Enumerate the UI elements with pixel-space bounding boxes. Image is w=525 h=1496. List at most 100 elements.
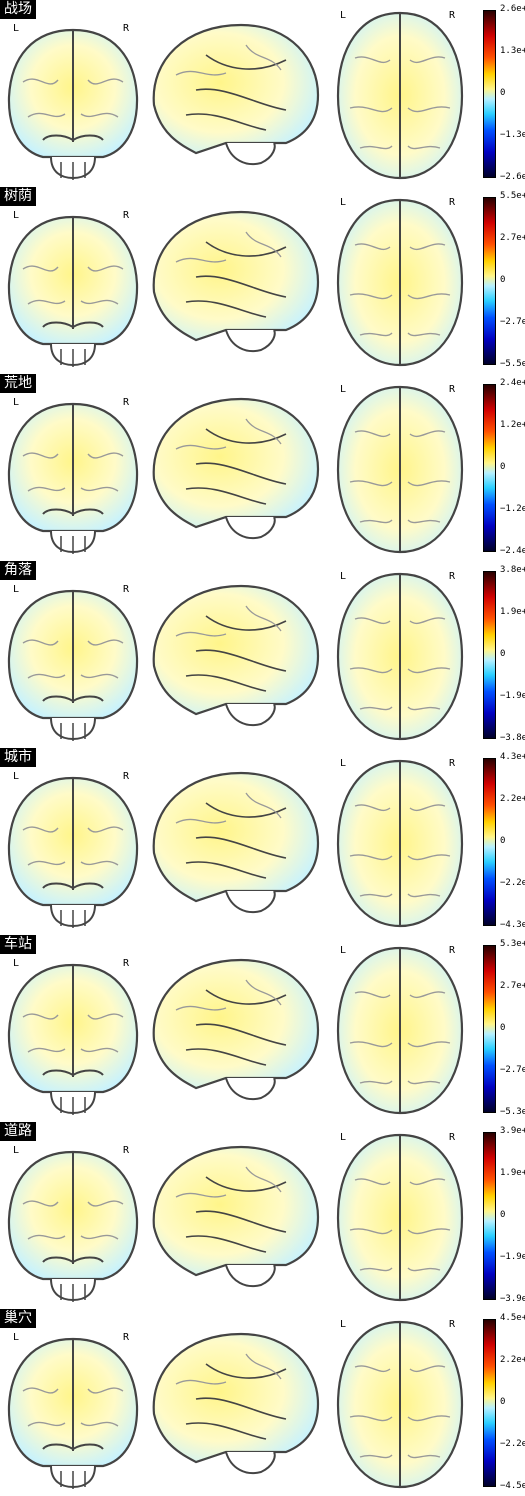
colorbar-tick-label: −2.7e+03 bbox=[500, 1065, 525, 1075]
colorbar bbox=[483, 197, 496, 365]
panel-title: 道路 bbox=[0, 1122, 36, 1141]
axial-view-svg bbox=[336, 1133, 464, 1302]
coronal-view-svg bbox=[7, 215, 139, 367]
colorbar-tick-label: 0 bbox=[500, 649, 506, 659]
axial-view-svg bbox=[336, 572, 464, 741]
sagittal-brain-view bbox=[146, 950, 326, 1114]
coronal-right-label: R bbox=[123, 771, 130, 782]
brain-map-panel: 荒地 L R L R 2.4e+03 1.2e+03 0 −1.2e+03 −2.4e+… bbox=[0, 374, 525, 561]
colorbar-tick-label: 2.4e+03 bbox=[500, 378, 525, 388]
axial-brain-view bbox=[330, 1317, 470, 1496]
colorbar-tick-label: −4.3e+03 bbox=[500, 920, 525, 930]
brain-map-panel: 战场 L R L R 2.6e+03 1.3e+03 0 −1.3e+03 −2.6e+… bbox=[0, 0, 525, 187]
colorbar-tick-label: 3.9e+03 bbox=[500, 1126, 525, 1136]
panel-title: 城市 bbox=[0, 748, 36, 767]
colorbar-tick-label: 0 bbox=[500, 1397, 506, 1407]
panel-title: 巢穴 bbox=[0, 1309, 36, 1328]
axial-left-label: L bbox=[340, 1319, 347, 1330]
colorbar-tick-label: 2.7e+03 bbox=[500, 981, 525, 991]
coronal-right-label: R bbox=[123, 584, 130, 595]
brain-map-panel: 树荫 L R L R 5.5e+03 2.7e+03 0 −2.7e+03 −5.5e+… bbox=[0, 187, 525, 374]
coronal-left-label: L bbox=[13, 1332, 20, 1343]
axial-brain-view bbox=[330, 569, 470, 748]
colorbar-tick-label: 4.3e+03 bbox=[500, 752, 525, 762]
coronal-right-label: R bbox=[123, 23, 130, 34]
brain-map-panel: 巢穴 L R L R 4.5e+03 2.2e+03 0 −2.2e+03 −4.5e+… bbox=[0, 1309, 525, 1496]
sagittal-brain-view bbox=[146, 15, 326, 179]
axial-right-label: R bbox=[449, 758, 456, 769]
panel-title: 树荫 bbox=[0, 187, 36, 206]
sagittal-view-svg bbox=[152, 584, 320, 726]
colorbar-tick-label: 0 bbox=[500, 275, 506, 285]
colorbar bbox=[483, 758, 496, 926]
panel-title: 车站 bbox=[0, 935, 36, 954]
axial-view-svg bbox=[336, 1320, 464, 1489]
sagittal-view-svg bbox=[152, 958, 320, 1100]
axial-view-svg bbox=[336, 198, 464, 367]
colorbar-tick-label: −2.6e+03 bbox=[500, 172, 525, 182]
coronal-view-svg bbox=[7, 1337, 139, 1489]
coronal-view-svg bbox=[7, 402, 139, 554]
colorbar-tick-label: −5.5e+03 bbox=[500, 359, 525, 369]
axial-left-label: L bbox=[340, 758, 347, 769]
axial-brain-view bbox=[330, 8, 470, 187]
coronal-view-svg bbox=[7, 776, 139, 928]
colorbar-tick-label: 1.9e+03 bbox=[500, 1168, 525, 1178]
axial-left-label: L bbox=[340, 10, 347, 21]
colorbar bbox=[483, 1319, 496, 1487]
colorbar-tick-label: 1.9e+03 bbox=[500, 607, 525, 617]
sagittal-brain-view bbox=[146, 1324, 326, 1488]
brain-map-panel: 角落 L R L R 3.8e+03 1.9e+03 0 −1.9e+03 −3.8e+… bbox=[0, 561, 525, 748]
sagittal-brain-view bbox=[146, 202, 326, 366]
axial-view-svg bbox=[336, 11, 464, 180]
colorbar-tick-label: 2.7e+03 bbox=[500, 233, 525, 243]
colorbar-tick-label: 1.3e+03 bbox=[500, 46, 525, 56]
panel-title: 荒地 bbox=[0, 374, 36, 393]
colorbar-tick-label: −1.3e+03 bbox=[500, 130, 525, 140]
coronal-right-label: R bbox=[123, 1332, 130, 1343]
sagittal-view-svg bbox=[152, 1145, 320, 1287]
axial-left-label: L bbox=[340, 571, 347, 582]
axial-left-label: L bbox=[340, 197, 347, 208]
axial-left-label: L bbox=[340, 945, 347, 956]
coronal-brain-view bbox=[3, 1331, 143, 1495]
colorbar-tick-label: −3.8e+03 bbox=[500, 733, 525, 743]
brain-map-panel: 车站 L R L R 5.3e+03 2.7e+03 0 −2.7e+03 −5.3e+… bbox=[0, 935, 525, 1122]
axial-brain-view bbox=[330, 382, 470, 561]
coronal-view-svg bbox=[7, 1150, 139, 1302]
coronal-left-label: L bbox=[13, 1145, 20, 1156]
coronal-view-svg bbox=[7, 963, 139, 1115]
coronal-brain-view bbox=[3, 22, 143, 186]
coronal-left-label: L bbox=[13, 23, 20, 34]
colorbar bbox=[483, 945, 496, 1113]
colorbar-tick-label: 0 bbox=[500, 836, 506, 846]
coronal-left-label: L bbox=[13, 397, 20, 408]
coronal-brain-view bbox=[3, 770, 143, 934]
colorbar-tick-label: 0 bbox=[500, 462, 506, 472]
colorbar-tick-label: 0 bbox=[500, 1023, 506, 1033]
colorbar bbox=[483, 384, 496, 552]
sagittal-view-svg bbox=[152, 397, 320, 539]
coronal-left-label: L bbox=[13, 771, 20, 782]
panel-title: 战场 bbox=[0, 0, 36, 19]
sagittal-brain-view bbox=[146, 576, 326, 740]
colorbar-tick-label: 4.5e+03 bbox=[500, 1313, 525, 1323]
colorbar-tick-label: −2.4e+03 bbox=[500, 546, 525, 556]
coronal-view-svg bbox=[7, 589, 139, 741]
axial-right-label: R bbox=[449, 384, 456, 395]
coronal-right-label: R bbox=[123, 958, 130, 969]
colorbar-tick-label: 5.5e+03 bbox=[500, 191, 525, 201]
coronal-brain-view bbox=[3, 583, 143, 747]
colorbar-tick-label: −2.2e+03 bbox=[500, 878, 525, 888]
colorbar-tick-label: −1.9e+03 bbox=[500, 691, 525, 701]
coronal-right-label: R bbox=[123, 397, 130, 408]
coronal-right-label: R bbox=[123, 1145, 130, 1156]
axial-brain-view bbox=[330, 756, 470, 935]
colorbar-tick-label: 0 bbox=[500, 1210, 506, 1220]
coronal-left-label: L bbox=[13, 210, 20, 221]
colorbar-tick-label: 0 bbox=[500, 88, 506, 98]
axial-right-label: R bbox=[449, 197, 456, 208]
colorbar-tick-label: −4.5e+03 bbox=[500, 1481, 525, 1491]
colorbar-tick-label: 5.3e+03 bbox=[500, 939, 525, 949]
colorbar bbox=[483, 10, 496, 178]
